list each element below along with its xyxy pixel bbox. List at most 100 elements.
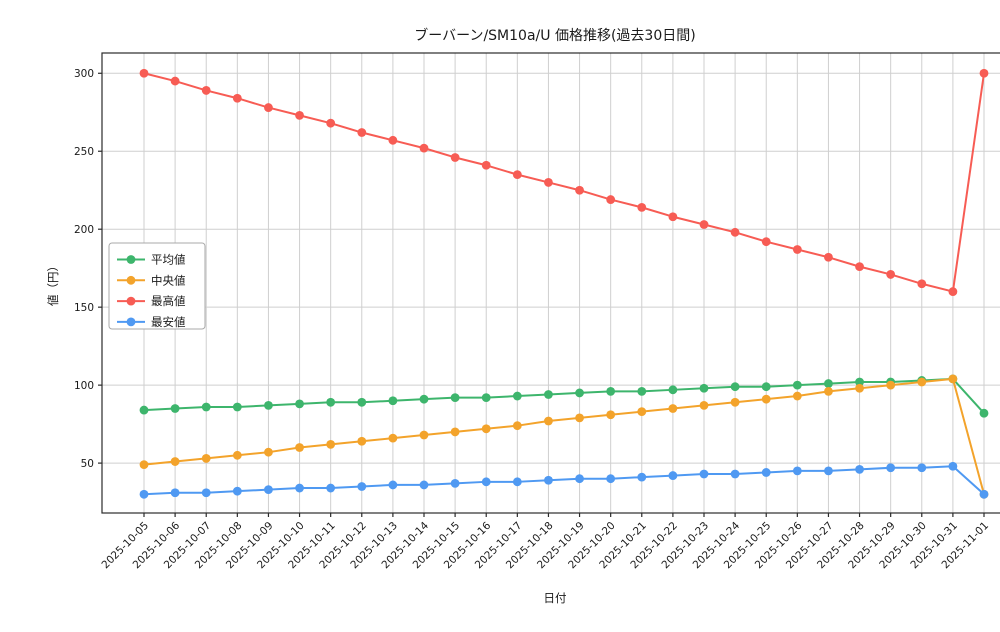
y-tick-label: 50 [81, 458, 94, 470]
plot-border [101, 52, 1000, 514]
data-point-marker [855, 383, 864, 393]
data-point-marker [761, 394, 771, 404]
data-point-marker [139, 489, 149, 499]
data-point-marker [232, 402, 242, 412]
data-point-marker [326, 118, 336, 128]
legend-label: 最高値 [151, 294, 186, 308]
data-point-marker [886, 463, 896, 473]
data-point-marker [357, 397, 367, 407]
data-point-marker [699, 401, 709, 410]
data-point-marker [668, 471, 678, 480]
data-point-marker [948, 287, 958, 296]
y-tick-label: 100 [74, 380, 94, 392]
data-point-marker [917, 463, 927, 473]
chart-figure: 50 100 150 200 250 300 2025-10-05 2025-10-06 202… [40, 16, 1000, 616]
data-point-marker [232, 93, 242, 103]
data-point-marker [201, 488, 211, 498]
data-point-marker [295, 110, 304, 120]
data-point-marker [232, 486, 242, 496]
data-point-marker [326, 439, 336, 449]
series-line [143, 377, 985, 414]
data-point-marker [979, 408, 989, 418]
data-point-marker [855, 464, 864, 474]
data-point-marker [886, 270, 896, 279]
data-point-marker [326, 397, 336, 407]
data-point-marker [264, 485, 273, 495]
data-point-marker [139, 460, 149, 470]
data-point-marker [419, 143, 429, 153]
series-line [143, 377, 985, 495]
legend-marker-dot [126, 275, 136, 285]
data-point-marker [824, 466, 833, 476]
data-point-marker [668, 385, 678, 395]
data-point-marker [419, 480, 429, 490]
data-point-marker [730, 469, 740, 479]
data-point-marker [637, 472, 647, 482]
data-point-marker [792, 245, 802, 254]
data-point-marker [668, 404, 678, 413]
data-point-marker [855, 377, 864, 387]
data-point-marker [450, 393, 460, 403]
data-point-marker [544, 416, 553, 426]
data-point-marker [357, 436, 367, 446]
data-point-marker [761, 237, 771, 247]
data-point-marker [824, 386, 833, 396]
data-point-marker [388, 480, 398, 490]
data-point-marker [326, 483, 336, 493]
data-point-marker [357, 482, 367, 491]
data-point-marker [699, 220, 709, 229]
data-point-marker [575, 474, 584, 484]
data-point-marker [979, 68, 989, 78]
data-point-marker [512, 170, 522, 180]
data-point-marker [637, 386, 647, 396]
data-point-marker [606, 474, 616, 484]
data-point-marker [170, 488, 180, 498]
data-point-marker [730, 397, 740, 407]
legend-marker-dot [126, 296, 136, 306]
data-point-marker [264, 447, 273, 457]
data-point-marker [388, 396, 398, 406]
data-point-marker [170, 76, 180, 86]
data-point-marker [606, 195, 616, 204]
data-point-marker [575, 388, 584, 398]
series-line [143, 465, 985, 496]
legend-label: 平均値 [151, 253, 186, 267]
data-point-marker [544, 475, 553, 485]
data-point-marker [481, 160, 491, 170]
data-point-marker [948, 461, 958, 471]
legend-marker-dot [126, 255, 136, 264]
data-point-marker [979, 489, 989, 499]
data-point-marker [139, 405, 149, 415]
data-point-marker [761, 468, 771, 477]
data-point-marker [481, 477, 491, 487]
data-point-marker [295, 483, 304, 493]
data-point-marker [201, 454, 211, 463]
data-point-marker [419, 394, 429, 404]
data-point-marker [761, 382, 771, 392]
data-point-marker [637, 202, 647, 212]
data-point-marker [544, 178, 553, 187]
data-point-marker [886, 380, 896, 390]
data-point-marker [668, 212, 678, 222]
chart-title: ブーバーン/SM10a/U 価格推移(過去30日間) [414, 27, 695, 44]
data-point-marker [139, 68, 149, 78]
data-point-marker [295, 399, 304, 409]
data-point-marker [699, 383, 709, 393]
legend-box [108, 242, 206, 330]
price-history-chart: 501001502002503002025-10-052025-10-06202… [46, 27, 1000, 605]
data-point-marker [264, 103, 273, 112]
y-tick-label: 200 [74, 224, 94, 236]
data-point-marker [792, 391, 802, 401]
legend-label: 中央値 [151, 273, 186, 287]
data-point-marker [450, 427, 460, 437]
data-point-marker [730, 227, 740, 237]
data-point-marker [824, 379, 833, 388]
data-point-marker [201, 402, 211, 412]
data-point-marker [699, 469, 709, 479]
y-tick-label: 150 [74, 302, 94, 314]
data-point-marker [201, 86, 211, 95]
plot-area [102, 53, 1000, 513]
data-point-marker [855, 262, 864, 272]
data-point-marker [264, 401, 273, 410]
